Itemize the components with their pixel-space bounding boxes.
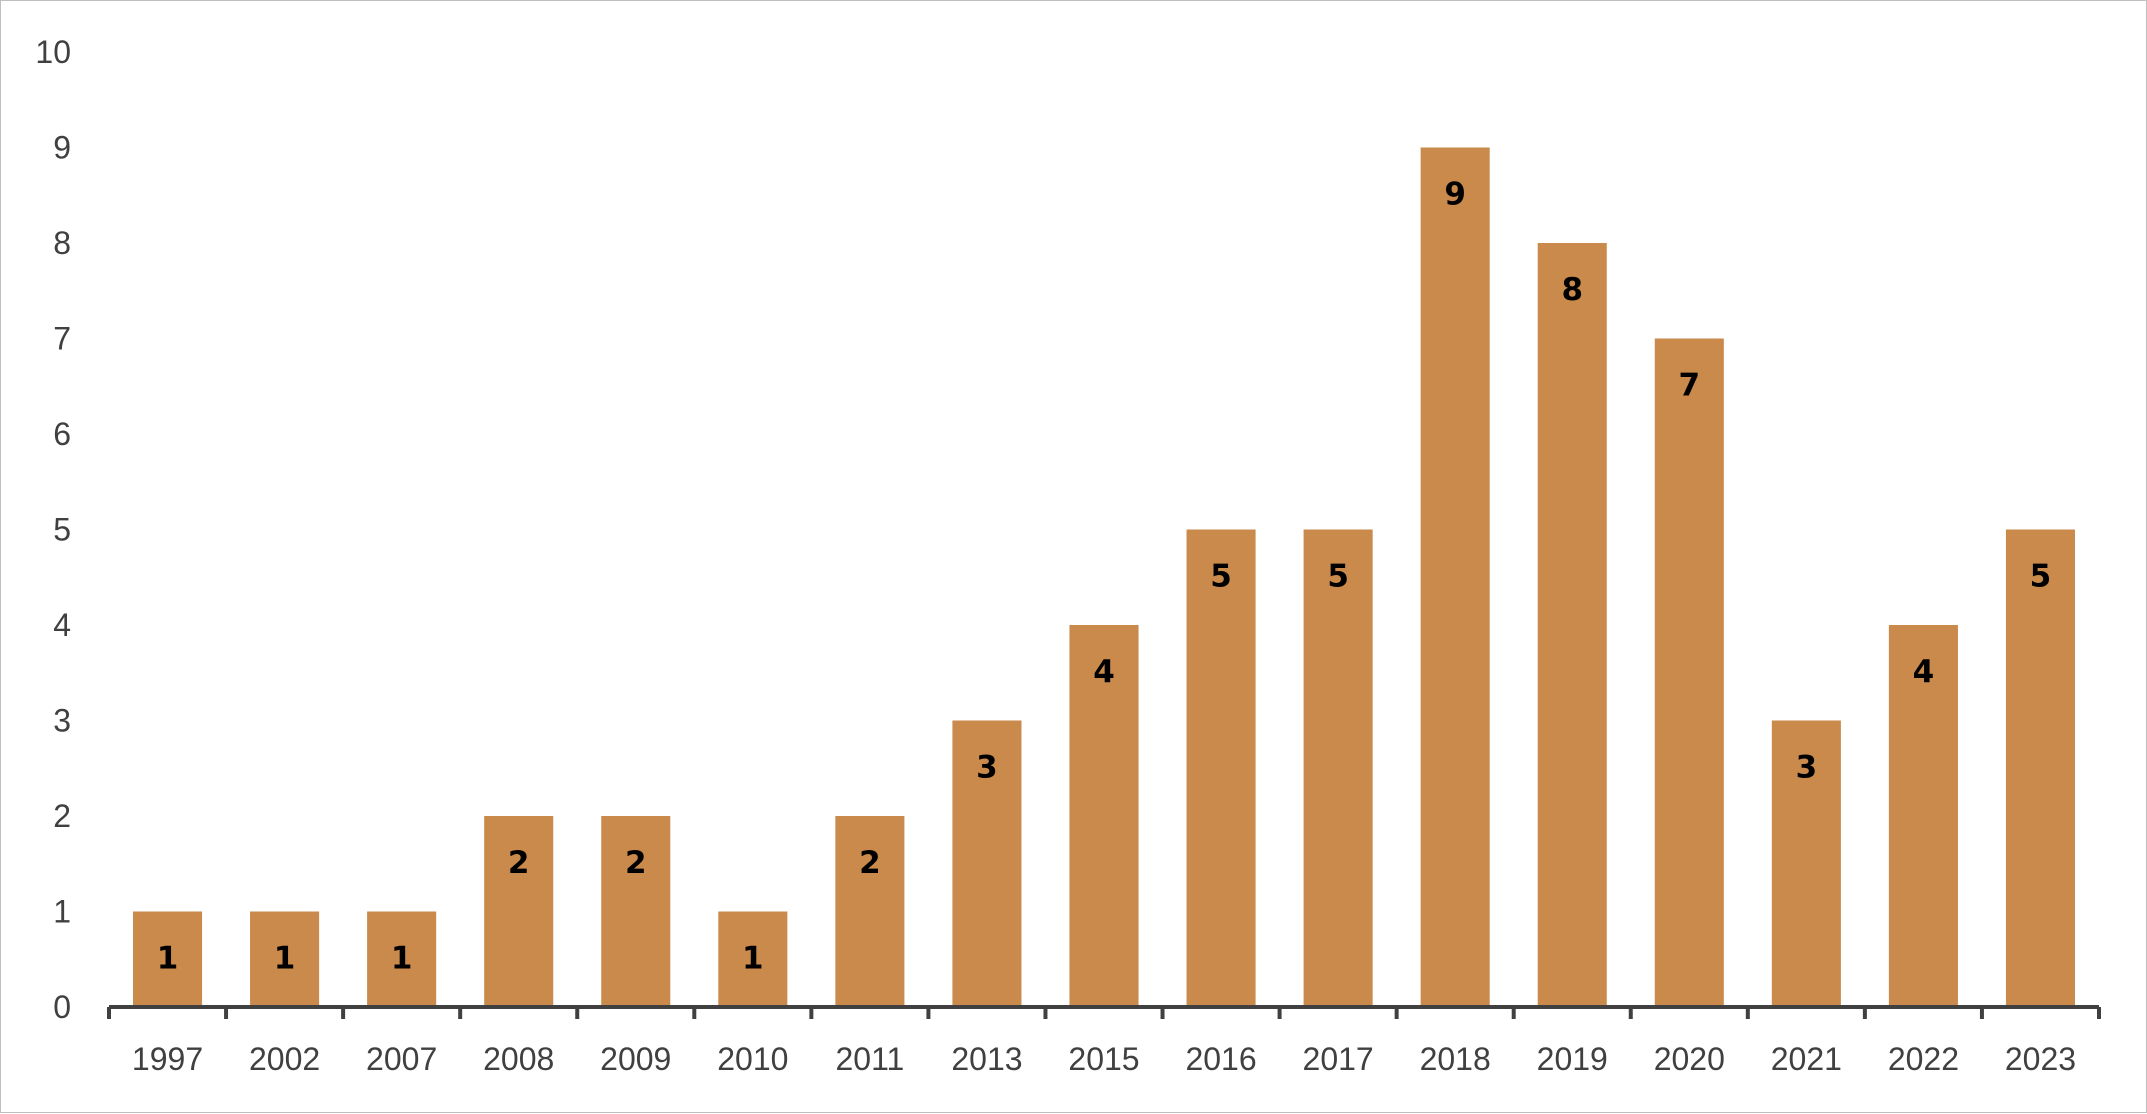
data-label: 9 xyxy=(1444,177,1466,213)
data-label: 7 xyxy=(1679,368,1701,404)
y-tick-label: 7 xyxy=(53,321,71,357)
bar xyxy=(1069,625,1139,1007)
x-axis xyxy=(107,1005,2101,1019)
bars xyxy=(132,147,2076,1007)
data-label: 2 xyxy=(625,845,647,881)
x-tick-label: 2002 xyxy=(249,1041,320,1077)
x-tick-label: 2020 xyxy=(1654,1041,1725,1077)
x-tick-label: 2023 xyxy=(2005,1041,2076,1077)
data-label: 1 xyxy=(742,941,764,977)
y-tick-label: 2 xyxy=(53,798,71,834)
x-tick-label: 2013 xyxy=(951,1041,1022,1077)
bar xyxy=(1771,720,1841,1007)
bar xyxy=(132,911,203,1007)
data-label: 2 xyxy=(859,845,881,881)
y-tick-label: 8 xyxy=(53,225,71,261)
x-tick-label: 2021 xyxy=(1771,1041,1842,1077)
y-tick-label: 4 xyxy=(53,607,71,643)
data-label: 1 xyxy=(274,941,296,977)
y-tick-label: 0 xyxy=(53,989,71,1025)
bar xyxy=(1537,243,1607,1007)
bar xyxy=(250,911,320,1007)
x-tick-label: 2009 xyxy=(600,1041,671,1077)
data-label: 4 xyxy=(1093,654,1115,690)
bar xyxy=(367,911,437,1007)
x-tick-label: 2022 xyxy=(1888,1041,1959,1077)
bar xyxy=(952,720,1022,1007)
x-axis-tick-labels: 1997 2002 2007 2008 2009 2010 2011 2013 2015 2016… xyxy=(132,1041,2076,1077)
bar xyxy=(484,816,554,1007)
bar xyxy=(835,816,905,1007)
data-label: 5 xyxy=(1210,559,1232,595)
x-tick-label: 2008 xyxy=(483,1041,554,1077)
data-labels: 1 1 1 2 2 1 2 3 4 5 5 9 8 7 3 4 5 xyxy=(157,177,2052,977)
data-label: 8 xyxy=(1561,272,1583,308)
x-tick-label: 1997 xyxy=(132,1041,203,1077)
x-tick-label: 2010 xyxy=(717,1041,788,1077)
x-tick-label: 2018 xyxy=(1420,1041,1491,1077)
x-tick-label: 2019 xyxy=(1537,1041,1608,1077)
y-axis-tick-labels: 0 1 2 3 4 5 6 7 8 9 10 xyxy=(35,34,71,1025)
x-tick-label: 2017 xyxy=(1303,1041,1374,1077)
data-label: 5 xyxy=(2030,559,2052,595)
bar xyxy=(1186,529,1256,1007)
x-tick-label: 2011 xyxy=(835,1041,904,1077)
y-tick-label: 9 xyxy=(53,130,71,166)
data-label: 3 xyxy=(976,750,998,786)
y-tick-label: 5 xyxy=(53,512,71,548)
bar xyxy=(718,911,788,1007)
y-tick-label: 1 xyxy=(53,894,71,930)
bar xyxy=(1654,338,1724,1007)
data-label: 5 xyxy=(1327,559,1349,595)
data-label: 3 xyxy=(1796,750,1818,786)
x-tick-label: 2015 xyxy=(1068,1041,1139,1077)
y-tick-label: 3 xyxy=(53,703,71,739)
data-label: 4 xyxy=(1913,654,1935,690)
bar xyxy=(1420,147,1490,1007)
data-label: 1 xyxy=(391,941,413,977)
bar xyxy=(2005,529,2076,1007)
x-tick-label: 2016 xyxy=(1185,1041,1256,1077)
bar xyxy=(1303,529,1373,1007)
y-tick-label: 6 xyxy=(53,416,71,452)
x-tick-label: 2007 xyxy=(366,1041,437,1077)
data-label: 2 xyxy=(508,845,530,881)
bar xyxy=(601,816,671,1007)
y-tick-label: 10 xyxy=(35,34,71,70)
bar xyxy=(1888,625,1958,1007)
data-label: 1 xyxy=(157,941,179,977)
